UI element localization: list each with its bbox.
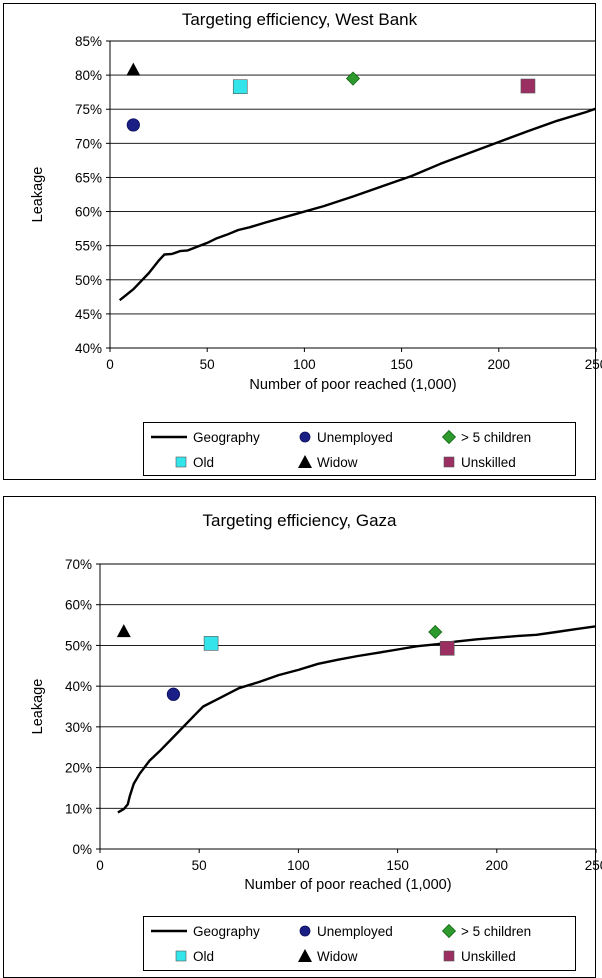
y-axis-label: Leakage — [30, 167, 46, 223]
legend-item: Unskilled — [443, 949, 516, 964]
x-tick-label: 50 — [200, 357, 215, 372]
data-point-widow — [126, 62, 141, 76]
legend-label: Unemployed — [317, 430, 393, 445]
legend-item: Widow — [298, 455, 358, 470]
legend-item: Geography — [151, 430, 260, 445]
legend-label: Widow — [317, 455, 358, 470]
legend-item: Widow — [298, 949, 358, 964]
legend-label: Geography — [193, 430, 260, 445]
legend-swatch — [298, 455, 312, 468]
legend-label: Geography — [193, 924, 260, 939]
legend-item: Unemployed — [299, 430, 393, 445]
y-tick-label: 40% — [65, 679, 92, 694]
legend-swatch — [443, 456, 455, 468]
legend-swatch — [299, 431, 311, 443]
legend-item: Unemployed — [299, 924, 393, 939]
x-axis-label: Number of poor reached (1,000) — [249, 377, 456, 393]
legend: Geography Unemployed > 5 children Old Widow U… — [143, 916, 576, 971]
legend-label: Old — [193, 949, 214, 964]
chart-panel-1: Targeting efficiency, West Bank 40% 45% 50%… — [3, 3, 602, 480]
legend-label: > 5 children — [461, 924, 531, 939]
x-tick-label: 250 — [585, 858, 602, 873]
legend-label: Unemployed — [317, 924, 393, 939]
legend-swatch — [441, 429, 457, 445]
y-tick-label: 50% — [65, 638, 92, 653]
data-point-old — [203, 636, 219, 651]
y-tick-label: 60% — [75, 205, 102, 220]
data-point-5-children — [345, 71, 361, 86]
x-tick-label: 200 — [488, 357, 511, 372]
legend-swatch — [443, 950, 455, 962]
legend-label: > 5 children — [461, 430, 531, 445]
legend-swatch — [298, 949, 312, 962]
legend-item: Old — [175, 949, 214, 964]
legend-label: Unskilled — [461, 949, 516, 964]
y-tick-label: 45% — [75, 307, 102, 322]
chart-frame — [3, 3, 596, 480]
x-tick-label: 50 — [192, 858, 207, 873]
legend-item: > 5 children — [441, 429, 531, 445]
legend-item: Geography — [151, 924, 260, 939]
data-point-old — [232, 79, 248, 95]
chart-title: Targeting efficiency, Gaza — [202, 511, 397, 530]
x-axis-label: Number of poor reached (1,000) — [244, 877, 451, 893]
y-tick-label: 65% — [75, 170, 102, 185]
x-tick-label: 150 — [390, 357, 413, 372]
series-line-geography — [118, 107, 596, 302]
series-layer — [118, 107, 596, 302]
y-tick-label: 50% — [75, 273, 102, 288]
chart-title: Targeting efficiency, West Bank — [182, 10, 418, 29]
x-tick-label: 100 — [287, 858, 310, 873]
x-tick-label: 0 — [106, 357, 114, 372]
y-tick-label: 0% — [72, 842, 92, 857]
legend-item: Old — [175, 455, 214, 470]
x-tick-label: 100 — [293, 357, 316, 372]
y-tick-label: 55% — [75, 239, 102, 254]
y-tick-label: 70% — [75, 136, 102, 151]
legend-item: Unskilled — [443, 455, 516, 470]
y-tick-label: 10% — [65, 801, 92, 816]
legend-swatch — [175, 950, 187, 962]
y-tick-label: 85% — [75, 34, 102, 49]
x-tick-label: 0 — [96, 858, 104, 873]
data-point-widow — [116, 624, 131, 638]
y-tick-label: 60% — [65, 598, 92, 613]
series-layer — [117, 625, 596, 814]
y-tick-label: 80% — [75, 68, 102, 83]
data-point-unskilled — [439, 640, 455, 656]
legend-label: Widow — [317, 949, 358, 964]
legend-label: Old — [193, 455, 214, 470]
data-point-unemployed — [166, 687, 181, 701]
chart-frame — [3, 496, 596, 978]
data-point-unskilled — [520, 78, 536, 94]
chart-panel-2: Targeting efficiency, Gaza 0% 10% 20% 30% 40%… — [3, 496, 602, 978]
y-tick-label: 30% — [65, 720, 92, 735]
legend-swatch — [441, 923, 457, 939]
legend-item: > 5 children — [441, 923, 531, 939]
x-tick-label: 200 — [486, 858, 509, 873]
data-point-unemployed — [126, 118, 140, 132]
legend-swatch — [299, 925, 311, 937]
y-tick-label: 75% — [75, 102, 102, 117]
series-line-geography — [117, 625, 596, 814]
x-tick-label: 250 — [585, 357, 602, 372]
legend-box — [143, 422, 576, 476]
data-point-5-children — [428, 624, 443, 640]
y-tick-label: 70% — [65, 557, 92, 572]
y-axis-label: Leakage — [30, 679, 46, 735]
legend: Geography Unemployed > 5 children Old Widow U… — [143, 422, 576, 476]
x-tick-label: 150 — [386, 858, 409, 873]
y-tick-label: 40% — [75, 341, 102, 356]
legend-box — [143, 916, 576, 971]
legend-label: Unskilled — [461, 455, 516, 470]
y-tick-label: 20% — [65, 761, 92, 776]
legend-swatch — [175, 456, 187, 468]
